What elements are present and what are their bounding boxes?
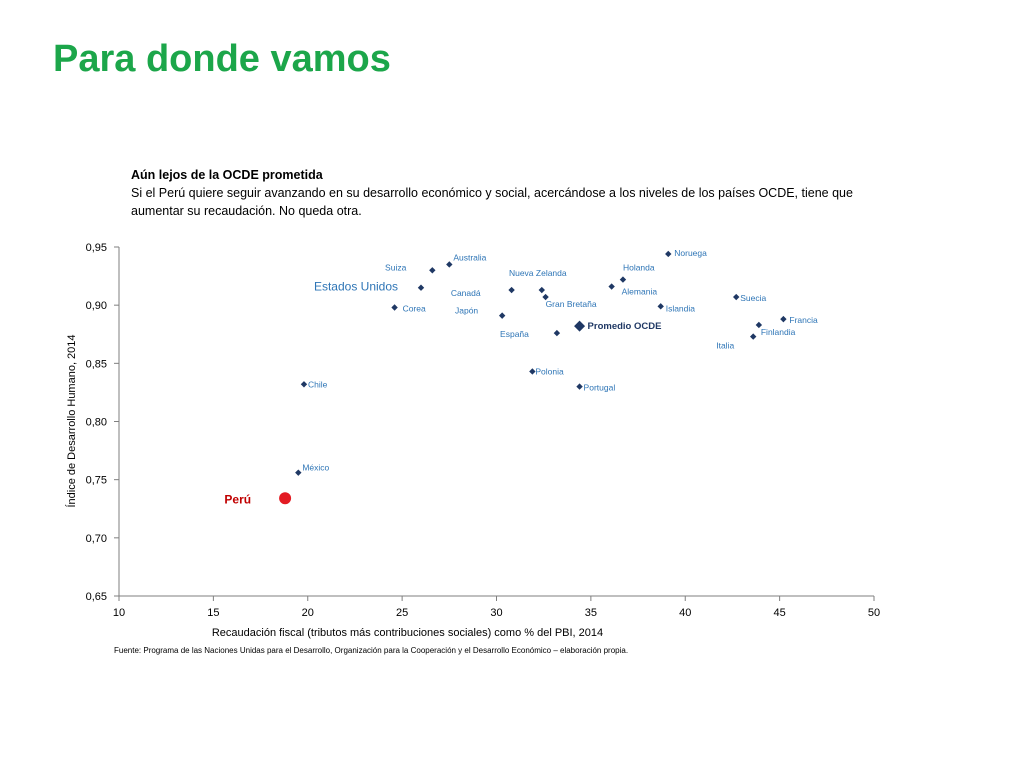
point-francia (780, 315, 787, 323)
label-estados-unidos: Estados Unidos (314, 280, 398, 294)
point-noruega (665, 250, 672, 258)
x-tick-label: 25 (396, 607, 408, 619)
chart-subtitle: Aún lejos de la OCDE prometida Si el Per… (131, 166, 891, 220)
y-tick-label: 0,95 (86, 242, 107, 254)
x-axis-title: Recaudación fiscal (tributos más contrib… (212, 627, 603, 639)
point-suiza (429, 267, 436, 274)
page-title: Para donde vamos (53, 38, 391, 80)
label-canada: Canadá (451, 288, 481, 298)
y-axis-title: Índice de Desarrollo Humano, 2014 (65, 334, 78, 507)
point-nueva-zelanda (538, 286, 545, 294)
point-suecia (733, 293, 740, 301)
point-portugal (576, 383, 583, 390)
point-canada (508, 286, 515, 294)
x-tick-label: 40 (679, 607, 691, 619)
y-tick-label: 0,90 (86, 300, 107, 312)
point-promedio-ocde (574, 320, 586, 332)
point-estados-unidos (417, 284, 425, 291)
point-polonia (529, 368, 536, 375)
label-nueva-zelanda: Nueva Zelanda (509, 268, 567, 278)
y-tick-label: 0,75 (86, 475, 107, 487)
point-italia (750, 333, 757, 340)
subtitle-heading: Aún lejos de la OCDE prometida (131, 168, 323, 182)
label-gran-bretana: Gran Bretaña (546, 299, 597, 309)
label-espana: España (500, 329, 529, 339)
x-tick-label: 35 (585, 607, 597, 619)
label-finlandia: Finlandia (761, 327, 796, 337)
label-portugal: Portugal (584, 383, 616, 393)
label-noruega: Noruega (674, 248, 707, 258)
label-italia: Italia (716, 341, 734, 351)
y-tick-label: 0,85 (86, 358, 107, 370)
point-gran-bretana (542, 293, 549, 301)
label-polonia: Polonia (535, 366, 564, 376)
label-holanda: Holanda (623, 263, 655, 273)
y-tick-label: 0,70 (86, 533, 107, 545)
label-promedio-ocde: Promedio OCDE (588, 321, 662, 332)
point-espana (553, 329, 561, 337)
point-australia (446, 261, 453, 268)
point-alemania (608, 283, 615, 290)
label-mexico: México (302, 463, 329, 473)
label-japon: Japón (455, 306, 478, 316)
label-francia: Francia (789, 315, 818, 325)
label-corea: Corea (403, 303, 426, 313)
point-mexico (295, 469, 302, 476)
x-tick-label: 45 (774, 607, 786, 619)
x-tick-label: 10 (113, 607, 125, 619)
point-peru (279, 492, 292, 505)
x-tick-label: 15 (207, 607, 219, 619)
label-chile: Chile (308, 379, 328, 389)
point-chile (300, 381, 308, 388)
point-japon (498, 312, 506, 319)
y-tick-label: 0,65 (86, 591, 107, 603)
label-islandia: Islandia (666, 303, 696, 313)
y-tick-label: 0,80 (86, 417, 107, 429)
point-holanda (619, 276, 627, 283)
label-suiza: Suiza (385, 262, 407, 272)
label-suecia: Suecia (740, 293, 766, 303)
point-islandia (657, 303, 664, 310)
source-note: Fuente: Programa de las Naciones Unidas … (114, 646, 629, 655)
subtitle-body: Si el Perú quiere seguir avanzando en su… (131, 186, 853, 218)
x-tick-label: 50 (868, 607, 880, 619)
label-alemania: Alemania (622, 287, 658, 297)
point-finlandia (755, 321, 763, 329)
label-peru: Perú (224, 492, 251, 506)
label-australia: Australia (453, 252, 486, 262)
x-tick-label: 30 (490, 607, 502, 619)
point-corea (391, 304, 398, 311)
x-tick-label: 20 (302, 607, 314, 619)
